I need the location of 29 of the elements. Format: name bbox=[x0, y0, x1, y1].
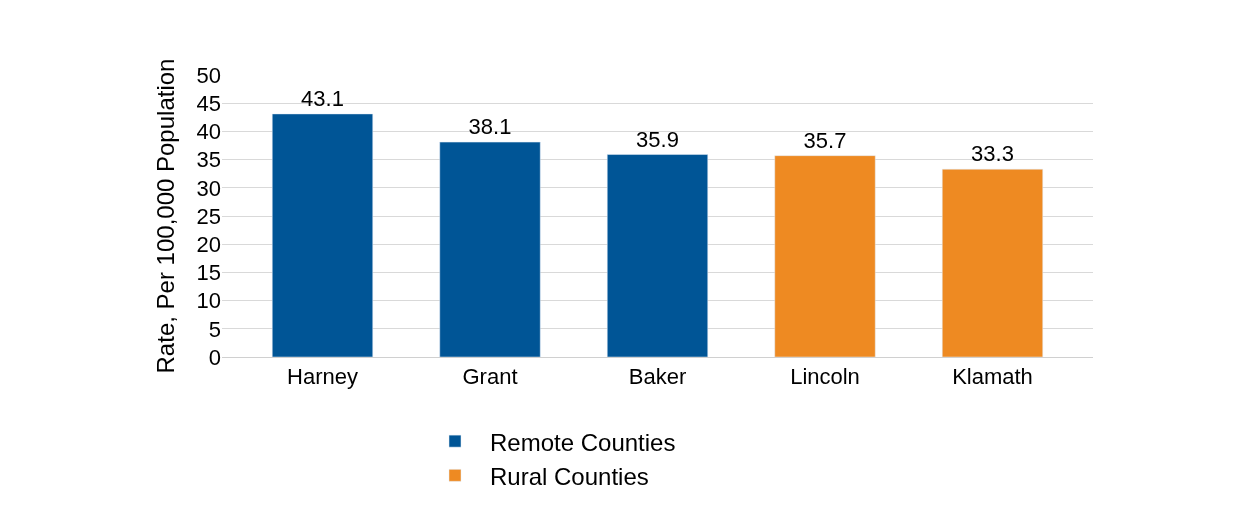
x-tick-label: Klamath bbox=[952, 364, 1033, 390]
data-label: 43.1 bbox=[301, 85, 344, 111]
y-tick-label: 20 bbox=[196, 231, 221, 257]
data-label: 38.1 bbox=[468, 114, 512, 140]
bar bbox=[439, 141, 541, 357]
y-axis-title: Rate, Per 100,000 Population bbox=[151, 58, 179, 374]
y-tick-label: 15 bbox=[196, 260, 221, 286]
legend-label: Remote Counties bbox=[490, 428, 676, 456]
x-tick-label: Grant bbox=[462, 364, 518, 390]
bar bbox=[774, 155, 876, 357]
y-tick-label: 0 bbox=[208, 344, 221, 370]
data-label: 35.7 bbox=[803, 127, 847, 153]
x-tick-label: Lincoln bbox=[790, 364, 860, 390]
y-tick-label: 35 bbox=[196, 147, 221, 173]
data-label: 35.9 bbox=[636, 126, 679, 152]
y-tick-label: 5 bbox=[208, 316, 221, 342]
y-tick-label: 30 bbox=[196, 175, 221, 201]
bar bbox=[607, 154, 708, 357]
x-tick-label: Harney bbox=[287, 364, 358, 390]
y-tick-label: 45 bbox=[196, 90, 221, 116]
x-tick-label: Baker bbox=[628, 364, 687, 390]
data-label: 33.3 bbox=[971, 141, 1014, 167]
y-tick-label: 40 bbox=[196, 119, 221, 145]
y-tick-label: 25 bbox=[196, 203, 221, 229]
y-tick-label: 50 bbox=[196, 62, 221, 88]
legend-label: Rural Counties bbox=[490, 462, 649, 490]
bar bbox=[272, 113, 373, 357]
bar bbox=[942, 168, 1043, 357]
y-tick-label: 10 bbox=[196, 288, 221, 314]
